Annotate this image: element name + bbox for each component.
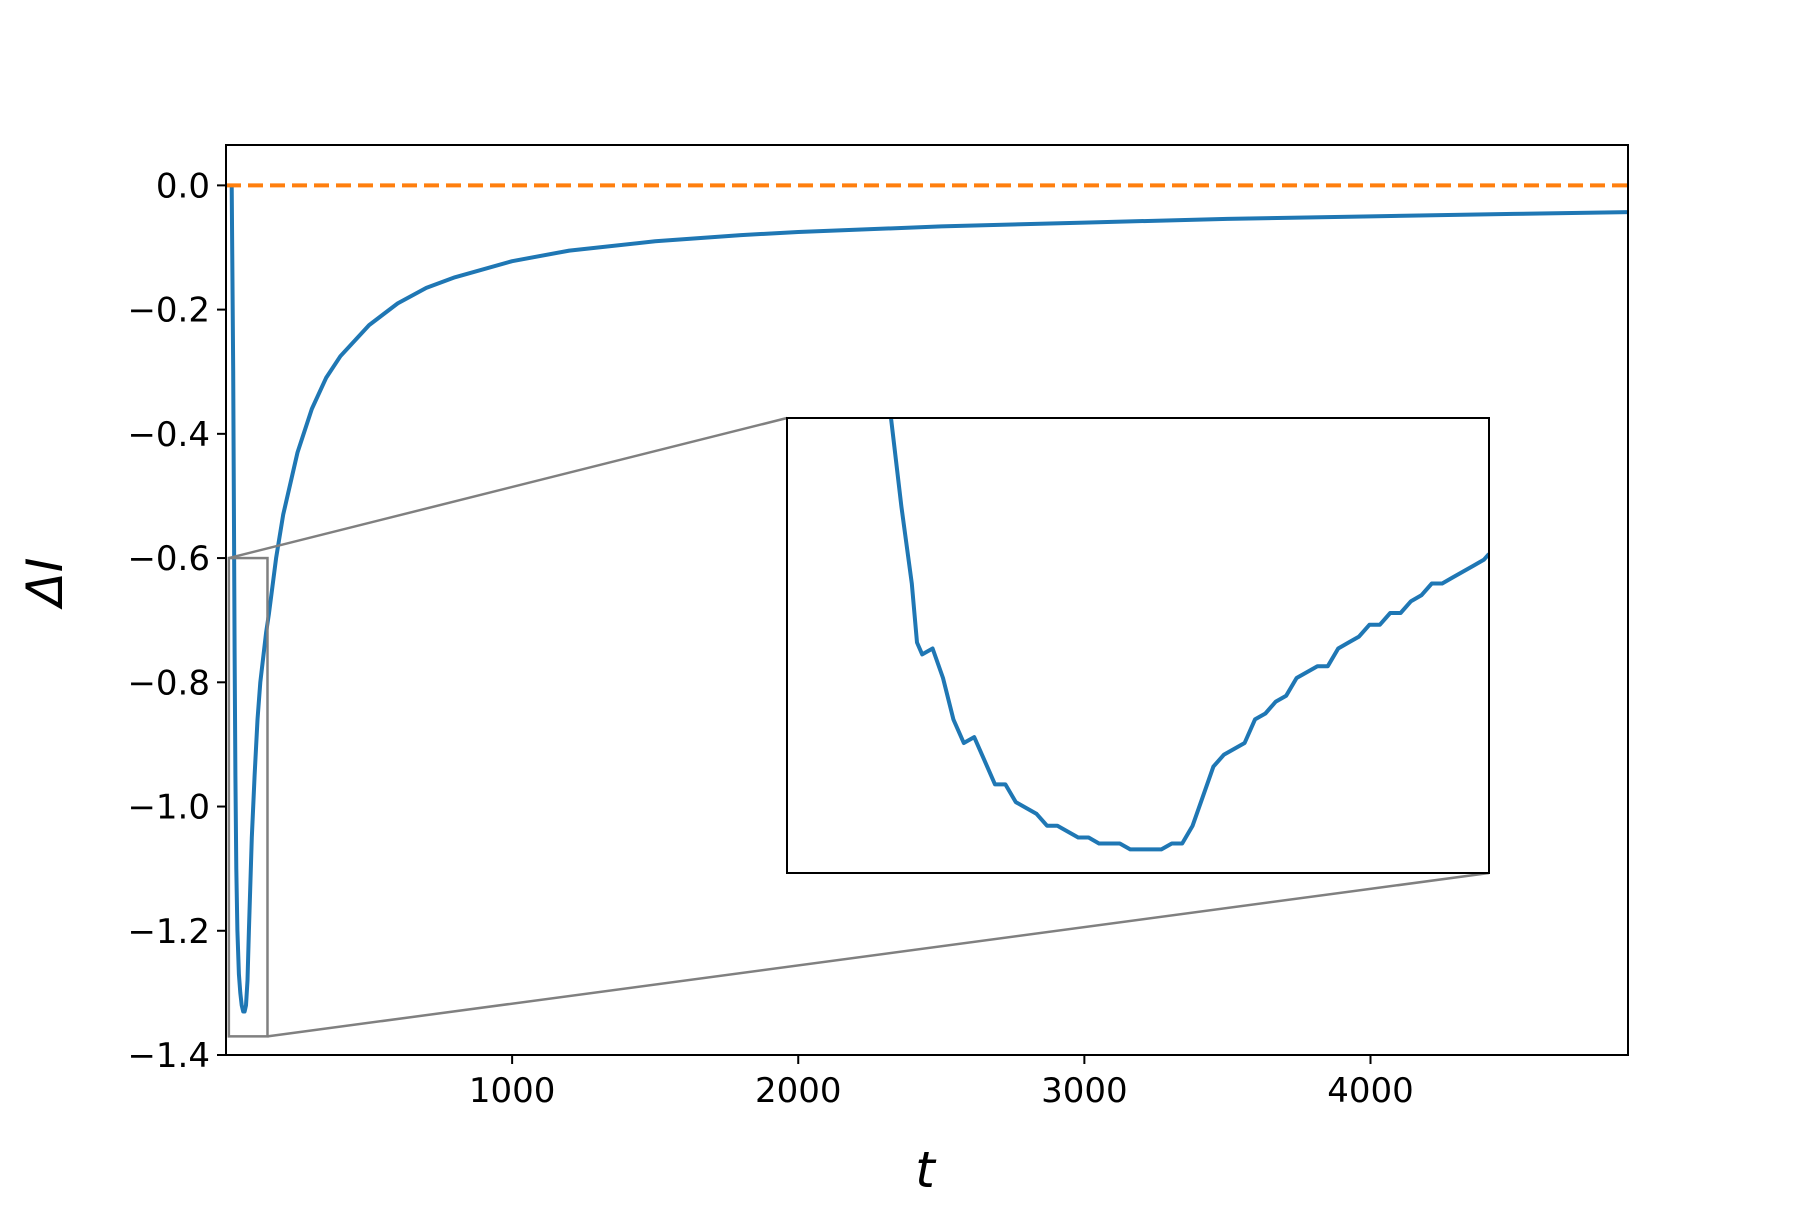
zoom-connector-bottom (267, 871, 1490, 1038)
y-axis-label: ΔI (16, 558, 74, 611)
zoom-connector-top (228, 416, 788, 560)
x-axis-ticks: 1000 2000 3000 4000 (469, 1055, 1414, 1111)
inset-series-line (889, 418, 1489, 852)
zoom-region-box (227, 556, 269, 1038)
zoom-indicators (227, 416, 1490, 1038)
inset-background (787, 418, 1489, 873)
y-tick-label: −0.6 (127, 539, 210, 579)
x-axis-label: t (915, 1141, 937, 1199)
y-tick-label: −0.8 (127, 663, 210, 703)
x-tick-label: 4000 (1327, 1071, 1414, 1111)
y-tick-label: −1.4 (127, 1036, 210, 1076)
x-tick-label: 1000 (469, 1071, 556, 1111)
series-group (226, 183, 1628, 1014)
y-axis-ticks: 0.0 −0.2 −0.4 −0.6 −0.8 −1.0 −1.2 −1.4 (127, 166, 226, 1076)
y-tick-label: −1.0 (127, 788, 210, 828)
axes-frame (225, 144, 1629, 1056)
inset-plot (786, 417, 1490, 874)
y-tick-label: −0.4 (127, 415, 210, 455)
x-tick-label: 2000 (755, 1071, 842, 1111)
y-tick-label: −1.2 (127, 912, 210, 952)
inset-frame (786, 417, 1490, 874)
series-line-delta-i (229, 185, 1628, 1014)
x-tick-label: 3000 (1041, 1071, 1128, 1111)
y-tick-label: 0.0 (156, 166, 210, 206)
y-tick-label: −0.2 (127, 291, 210, 331)
